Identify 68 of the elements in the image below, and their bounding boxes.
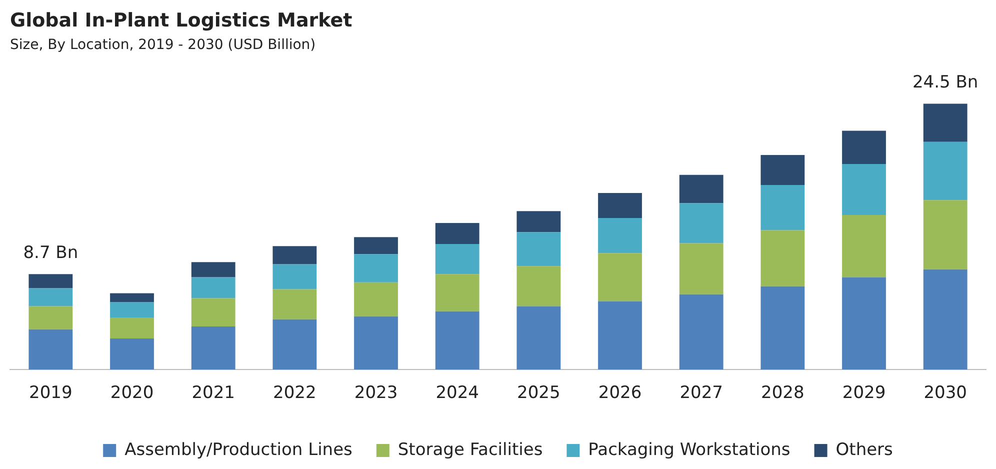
- x-tick-label: 2030: [924, 383, 967, 404]
- bar: [435, 311, 480, 370]
- bar: [191, 277, 236, 298]
- bar: [598, 253, 642, 302]
- bar: [760, 154, 805, 185]
- bar: [354, 316, 398, 370]
- annotation: 8.7 Bn: [23, 243, 78, 264]
- chart-title: Global In-Plant Logistics Market: [10, 9, 352, 32]
- bar: [679, 203, 724, 244]
- bar: [516, 306, 561, 370]
- bar: [272, 289, 317, 320]
- bar: [923, 142, 968, 200]
- bar: [110, 317, 154, 338]
- bar: [435, 244, 480, 274]
- x-tick-label: 2025: [517, 383, 560, 404]
- bar: [191, 298, 236, 327]
- bar: [435, 274, 480, 312]
- bar: [679, 174, 724, 204]
- bar: [272, 246, 317, 264]
- bar: [598, 218, 642, 254]
- bar: [679, 294, 724, 370]
- bar: [679, 243, 724, 294]
- bar: [760, 230, 805, 286]
- bar: [272, 319, 317, 370]
- bar: [598, 301, 642, 370]
- bar: [191, 262, 236, 278]
- bar: [760, 286, 805, 370]
- legend-label: Storage Facilities: [398, 440, 543, 460]
- legend-label: Assembly/Production Lines: [124, 440, 353, 460]
- bar: [516, 232, 561, 266]
- x-tick-label: 2023: [354, 383, 398, 404]
- bar: [354, 237, 398, 254]
- bar: [760, 184, 805, 230]
- bar: [516, 266, 561, 306]
- bar: [842, 130, 886, 164]
- bar: [28, 274, 73, 288]
- bar: [110, 293, 154, 302]
- bar: [110, 338, 154, 370]
- x-tick-label: 2021: [192, 383, 235, 404]
- bar: [842, 164, 886, 216]
- x-tick-label: 2029: [842, 383, 886, 404]
- x-tick-label: 2027: [680, 383, 723, 404]
- bar: [923, 269, 968, 370]
- bar: [598, 192, 642, 218]
- bar: [28, 306, 73, 330]
- bar: [191, 326, 236, 370]
- x-tick-label: 2019: [29, 383, 72, 404]
- bar: [842, 215, 886, 278]
- chart-subtitle: Size, By Location, 2019 - 2030 (USD Billion): [10, 36, 316, 53]
- bar: [842, 277, 886, 370]
- legend-label: Others: [836, 440, 894, 460]
- bar: [354, 254, 398, 282]
- bar: [923, 200, 968, 270]
- legend-label: Packaging Workstations: [588, 440, 790, 460]
- bar: [435, 223, 480, 244]
- bar: [28, 288, 73, 306]
- bar: [516, 211, 561, 232]
- bar: [28, 329, 73, 370]
- bar: [923, 104, 968, 142]
- x-tick-label: 2024: [436, 383, 479, 404]
- x-tick-label: 2020: [110, 383, 154, 404]
- x-tick-label: 2028: [761, 383, 804, 404]
- bar: [272, 264, 317, 290]
- bar: [354, 282, 398, 316]
- x-tick-label: 2026: [598, 383, 642, 404]
- x-tick-label: 2022: [273, 383, 316, 404]
- annotation: 24.5 Bn: [912, 72, 978, 93]
- bar: [110, 302, 154, 318]
